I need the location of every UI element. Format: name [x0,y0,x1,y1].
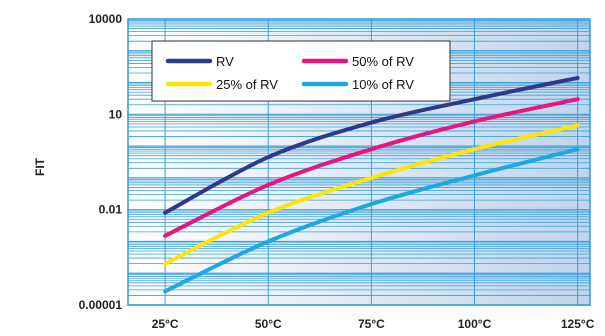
y-axis-tick-labels: 0.00001 0.01 10 10000 [79,12,123,312]
y-tick-label: 10000 [89,12,123,26]
legend-entry: 25% of RV [165,77,278,92]
legend-label: RV [216,54,234,69]
legend-entry: 10% of RV [301,77,414,92]
x-tick-label: 100°C [458,317,492,331]
legend-label: 10% of RV [352,77,414,92]
legend-label: 25% of RV [216,77,278,92]
x-tick-label: 75°C [358,317,385,331]
x-tick-label: 125°C [561,317,595,331]
y-tick-label: 0.00001 [79,298,123,312]
y-tick-label: 0.01 [99,203,123,217]
y-tick-label: 10 [109,107,123,121]
series-line-3 [163,123,580,266]
legend-entry: RV [165,54,234,69]
plot-frame [127,18,591,306]
series-lines [163,75,580,294]
y-axis-title: FIT [33,157,47,176]
x-axis-tick-labels: 25°C 50°C 75°C 100°C 125°C [152,317,595,331]
legend-entry: 50% of RV [301,54,414,69]
series-line-4 [163,147,580,294]
legend: RV 50% of RV 25% of RV 10% of RV [151,40,451,102]
legend-box [151,40,451,102]
x-tick-label: 50°C [255,317,282,331]
series-line-2 [163,97,580,238]
series-line-1 [163,75,580,215]
x-tick-label: 25°C [152,317,179,331]
legend-label: 50% of RV [352,54,414,69]
